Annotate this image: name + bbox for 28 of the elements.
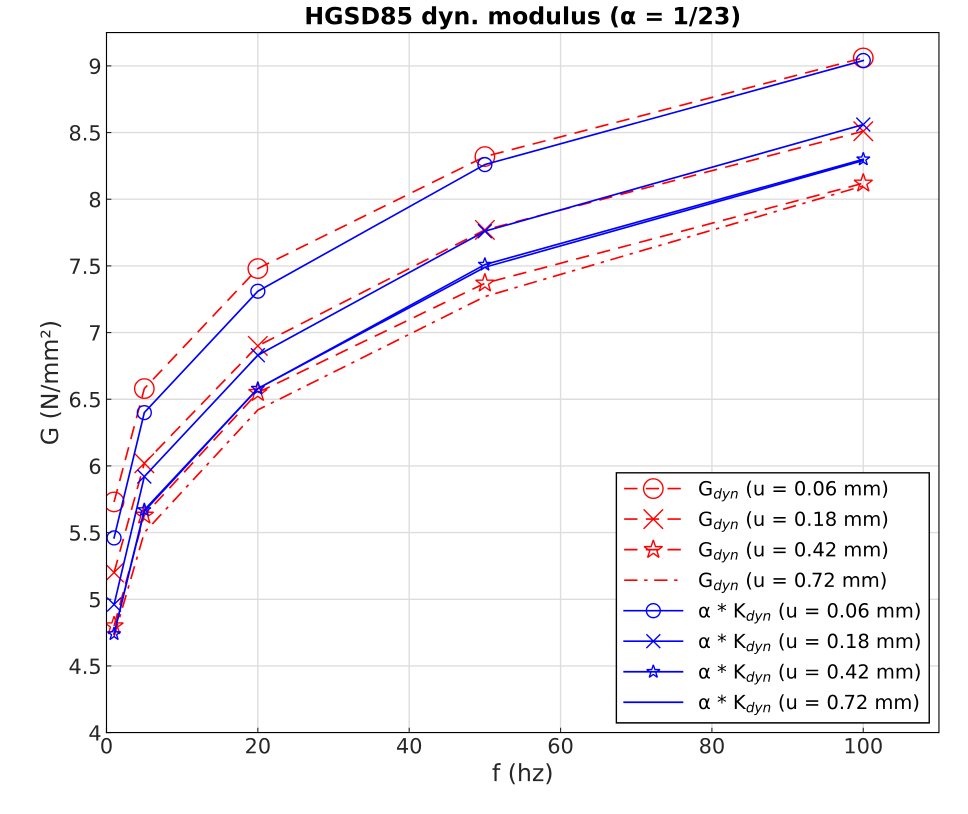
y-tick-label: 5	[90, 592, 100, 608]
y-tick-label: 9	[90, 58, 100, 74]
y-tick-label: 7.5	[70, 258, 100, 274]
x-tick-label: 40	[396, 738, 422, 754]
x-axis-title: f (hz)	[492, 763, 552, 784]
legend-label: α * K$_{dyn}$ (u = 0.72 mm)	[699, 694, 918, 716]
y-tick-label: 5.5	[70, 525, 100, 541]
legend-label: α * K$_{dyn}$ (u = 0.18 mm)	[699, 633, 920, 654]
legend-label: G$_{dyn}$ (u = 0.18 mm)	[699, 511, 888, 532]
x-tick-label: 20	[246, 738, 270, 754]
x-tick-label: 80	[700, 738, 724, 754]
y-tick-label: 8.5	[70, 125, 100, 141]
legend-label: α * K$_{dyn}$ (u = 0.42 mm)	[699, 664, 920, 685]
y-tick-label: 6.5	[70, 392, 100, 408]
y-tick-label: 4	[89, 725, 100, 741]
legend-label: α * K$_{dyn}$ (u = 0.06 mm)	[699, 602, 920, 624]
y-tick-label: 4.5	[70, 658, 100, 674]
y-axis-title: G (N/mm²)	[40, 322, 62, 444]
x-tick-label: 60	[548, 738, 572, 754]
y-tick-label: 8	[90, 192, 100, 208]
x-tick-label: 0	[101, 738, 112, 754]
y-tick-label: 6	[90, 458, 100, 474]
y-tick-label: 7	[90, 325, 100, 340]
legend-label: G$_{dyn}$ (u = 0.72 mm)	[699, 572, 886, 593]
x-tick-label: 100	[846, 738, 882, 754]
chart-title: HGSD85 dyn. modulus (α = 1/23)	[306, 6, 740, 30]
legend-label: G$_{dyn}$ (u = 0.06 mm)	[699, 480, 888, 502]
legend-label: G$_{dyn}$ (u = 0.42 mm)	[699, 542, 888, 562]
